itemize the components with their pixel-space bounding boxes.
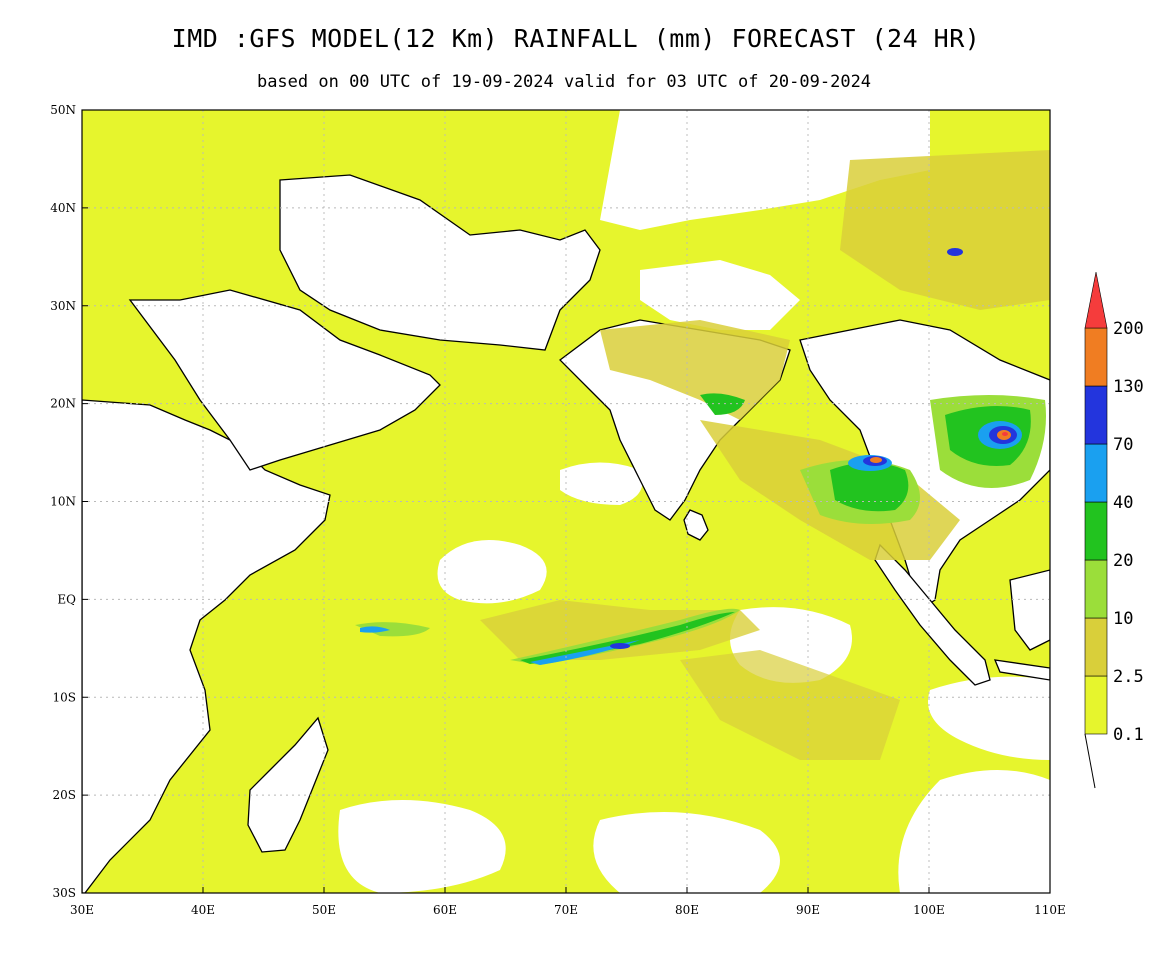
lon-tick-label: 50E [312,903,336,917]
lon-tick-label: 90E [796,903,820,917]
madagascar [247,716,329,853]
colorbar-tail [1084,733,1096,789]
colorbar-swatch [1084,675,1108,735]
lon-tick-label: 110E [1034,903,1066,917]
lat-tick-label: 10S [53,690,77,704]
arabian-peninsula [128,289,441,471]
colorbar-level-label: 2.5 [1113,667,1144,687]
colorbar-level-label: 0.1 [1113,725,1144,745]
colorbar-level-label: 10 [1113,609,1133,629]
colorbar-swatch [1084,559,1108,619]
grid-lines [82,110,1050,893]
china-dry-region [640,260,800,330]
africa-landmass [82,399,331,893]
lat-tick-label: 20S [53,788,77,802]
dry-patch [898,770,1050,893]
lat-tick-label: 10N [50,495,76,509]
sumatra [874,543,991,686]
colorbar-cap [1084,271,1108,329]
colorbar-swatch [1084,501,1108,561]
lon-tick-label: 80E [675,903,699,917]
lat-tick-label: 40N [50,201,76,215]
rain-band-70 [947,248,963,256]
colorbar-level-label: 200 [1113,319,1144,339]
lon-tick-label: 40E [191,903,215,917]
dry-patch [437,540,547,604]
tibet-region [600,110,930,230]
latitude-axis: 50N 40N 30N 20N 10N EQ 10S 20S 30S [50,103,88,900]
longitude-axis: 30E 40E 50E 60E 70E 80E 90E 100E 110E [70,887,1066,917]
colorbar-swatch [1084,443,1108,503]
map-subtitle: based on 00 UTC of 19-09-2024 valid for … [256,72,872,92]
colorbar-level-label: 70 [1113,435,1133,455]
lon-tick-label: 70E [554,903,578,917]
colorbar-level-label: 20 [1113,551,1133,571]
rain-band-200 [1002,432,1008,436]
colorbar-level-label: 40 [1113,493,1133,513]
java [993,659,1050,681]
sri-lanka [683,509,709,541]
lon-tick-label: 30E [70,903,94,917]
rain-band-70 [610,643,630,649]
rain-band-40 [360,626,390,633]
southeast-asia [799,319,1050,612]
map-title: IMD :GFS MODEL(12 Km) RAINFALL (mm) FORE… [171,24,981,53]
borneo [1009,569,1050,651]
rain-band-2-5 [480,600,760,660]
lat-tick-label: EQ [57,592,76,606]
colorbar-swatch [1084,617,1108,677]
colorbar-legend: 0.1 2.5 10 20 40 70 130 200 [1084,271,1144,789]
dry-patch [560,462,643,505]
lon-tick-label: 60E [433,903,457,917]
rain-band-2-5 [840,150,1050,310]
rain-band-10 [355,622,430,637]
colorbar-swatch [1084,327,1108,387]
lat-tick-label: 30N [50,299,76,313]
rain-band-20 [700,393,745,415]
rain-band-2-5 [680,650,900,760]
dry-patch [593,812,780,893]
iran-central-asia [279,174,601,351]
lon-tick-label: 100E [913,903,945,917]
rain-band-130 [870,457,882,463]
dry-patch [338,800,506,893]
rain-band-20 [520,612,735,664]
colorbar-level-label: 130 [1113,377,1144,397]
colorbar-swatch [1084,385,1108,445]
lat-tick-label: 30S [53,886,77,900]
lat-tick-label: 20N [50,397,76,411]
lat-tick-label: 50N [50,103,76,117]
rain-band-2-5 [600,320,790,420]
rain-band-20 [830,462,909,512]
